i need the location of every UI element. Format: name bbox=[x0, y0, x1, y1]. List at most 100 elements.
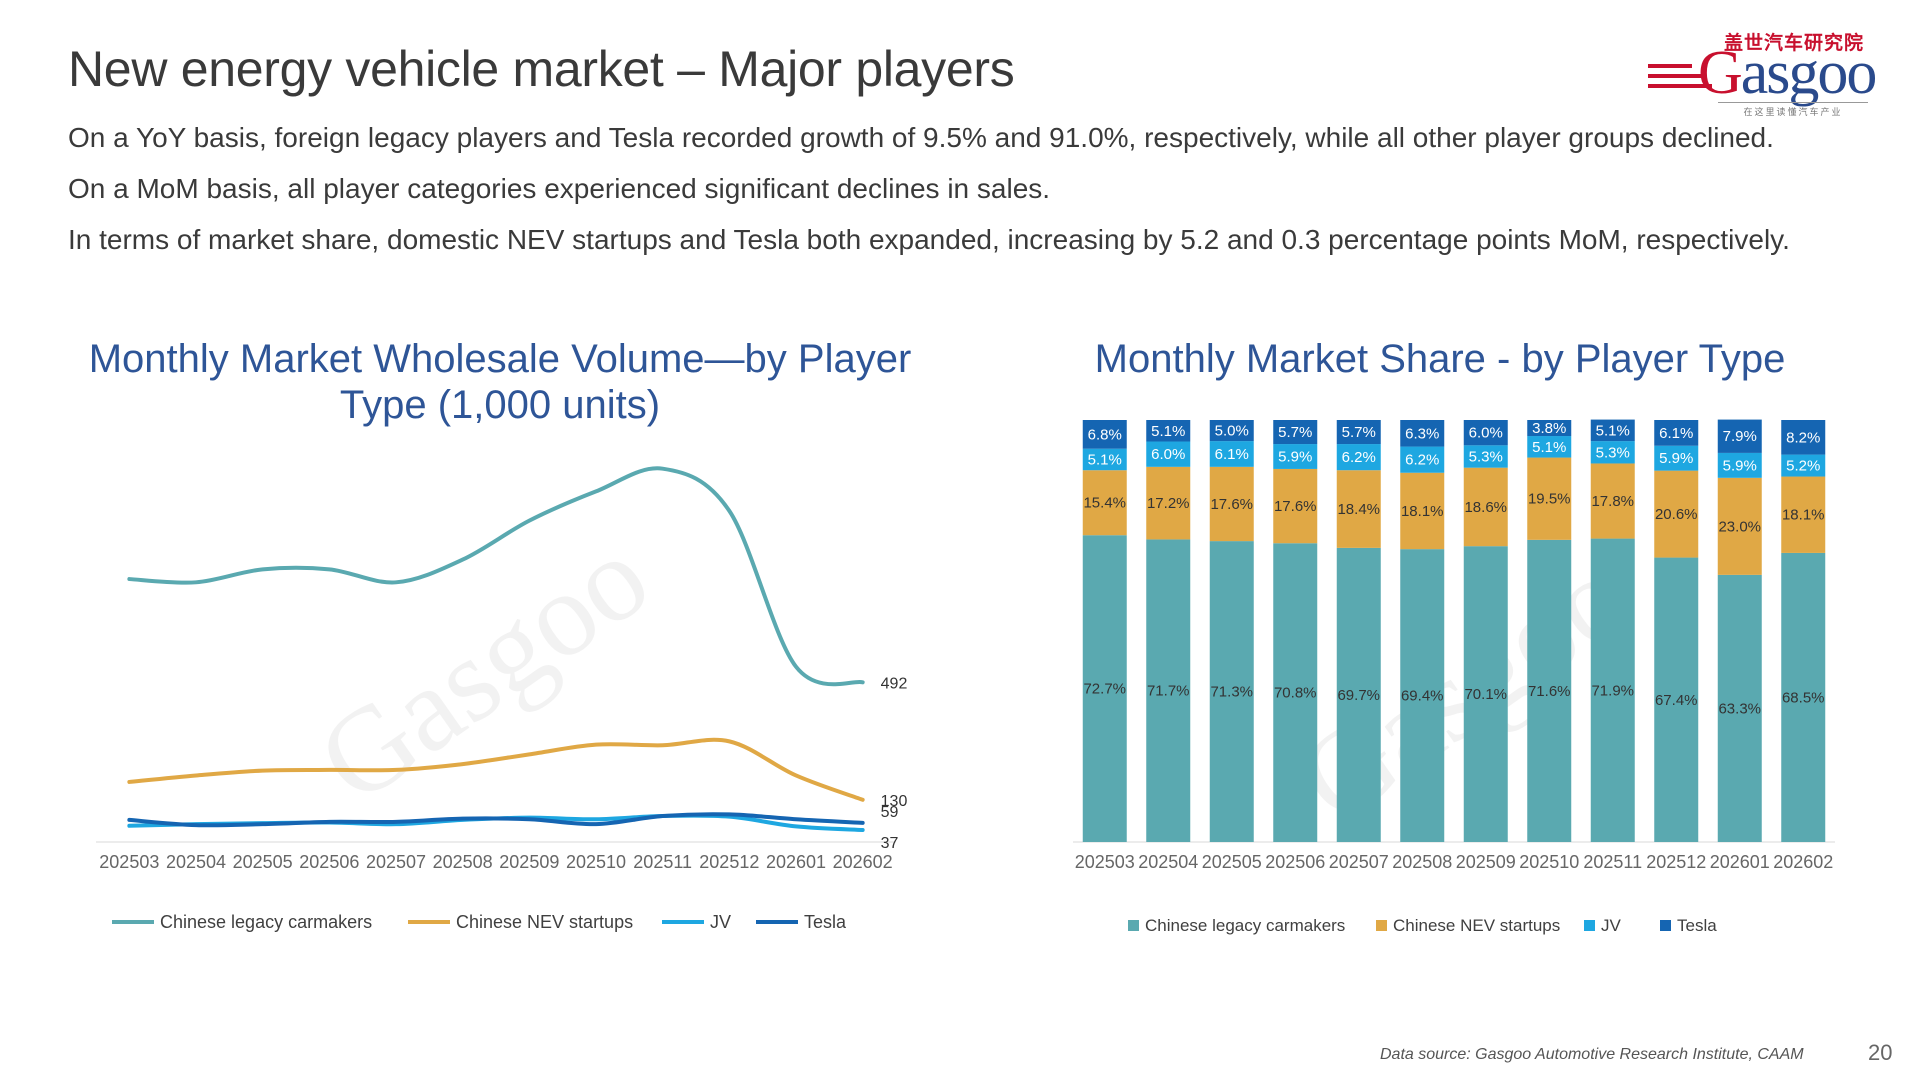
page-title: New energy vehicle market – Major player… bbox=[68, 41, 1015, 97]
line-end-label: 130 bbox=[881, 793, 908, 810]
bar-data-label: 18.4% bbox=[1337, 501, 1380, 518]
bar-segment-jv bbox=[1209, 441, 1254, 467]
bar-segment-tesla bbox=[1146, 420, 1191, 442]
line-x-tick-label: 202505 bbox=[233, 852, 293, 872]
bar-data-label: 67.4% bbox=[1655, 692, 1698, 709]
gasgoo-logo: 盖世汽车研究院 Gasgoo 在这里读懂汽车产业 bbox=[1640, 26, 1880, 118]
page-number: 20 bbox=[1868, 1040, 1893, 1065]
bar-x-tick-label: 202504 bbox=[1138, 852, 1198, 872]
line-chart-title: Monthly Market Wholesale Volume—by Playe… bbox=[88, 337, 912, 427]
line-x-tick-label: 202508 bbox=[433, 852, 493, 872]
bar-data-label: 5.1% bbox=[1151, 423, 1185, 440]
bar-data-label: 69.7% bbox=[1337, 687, 1380, 704]
bar-data-label: 63.3% bbox=[1718, 700, 1761, 717]
bar-data-label: 6.2% bbox=[1342, 449, 1376, 466]
legend-line-label: Chinese legacy carmakers bbox=[160, 912, 372, 932]
bar-segment-chinese-nev-startups bbox=[1082, 470, 1127, 536]
bar-segment-chinese-legacy-carmakers bbox=[1082, 535, 1127, 842]
bar-data-label: 18.1% bbox=[1782, 507, 1825, 524]
line-end-label: 492 bbox=[881, 675, 908, 692]
legend-line-label: Chinese NEV startups bbox=[456, 912, 633, 932]
bar-data-label: 71.9% bbox=[1591, 682, 1634, 699]
bar-segment-chinese-legacy-carmakers bbox=[1336, 547, 1381, 842]
bar-data-label: 5.1% bbox=[1532, 439, 1566, 456]
legend-line-label: JV bbox=[710, 912, 731, 932]
bar-segment-chinese-legacy-carmakers bbox=[1463, 546, 1508, 842]
bar-data-label: 71.7% bbox=[1147, 683, 1190, 700]
bar-data-label: 17.6% bbox=[1210, 496, 1253, 513]
bar-segment-jv bbox=[1146, 441, 1191, 467]
bar-segment-chinese-nev-startups bbox=[1590, 463, 1635, 539]
line-x-tick-label: 202503 bbox=[99, 852, 159, 872]
bar-x-tick-label: 202511 bbox=[1583, 852, 1642, 872]
line-x-tick-label: 202506 bbox=[299, 852, 359, 872]
logo-stripe bbox=[1648, 84, 1712, 88]
bar-segment-tesla bbox=[1654, 420, 1699, 446]
legend-bar-label: Chinese NEV startups bbox=[1393, 916, 1560, 935]
bar-x-tick-label: 202508 bbox=[1392, 852, 1452, 872]
bar-data-label: 5.9% bbox=[1723, 457, 1757, 474]
bar-x-tick-label: 202510 bbox=[1519, 852, 1579, 872]
legend-bar-label: Tesla bbox=[1677, 916, 1717, 935]
bar-segment-chinese-nev-startups bbox=[1717, 477, 1762, 575]
bar-chart-title: Monthly Market Share - by Player Type bbox=[1094, 337, 1786, 381]
logo-wordmark: Gasgoo bbox=[1698, 38, 1878, 109]
bar-data-label: 5.2% bbox=[1786, 458, 1820, 475]
bar-x-tick-label: 202507 bbox=[1329, 852, 1389, 872]
line-end-label: 59 bbox=[881, 804, 899, 821]
line-x-tick-label: 202507 bbox=[366, 852, 426, 872]
line-x-tick-label: 202601 bbox=[766, 852, 826, 872]
bullet-share: In terms of market share, domestic NEV s… bbox=[68, 224, 1790, 255]
bar-segment-jv bbox=[1082, 448, 1127, 471]
bar-segment-chinese-nev-startups bbox=[1654, 470, 1699, 558]
bar-data-label: 18.1% bbox=[1401, 503, 1444, 520]
bar-data-label: 70.8% bbox=[1274, 685, 1317, 702]
bar-x-tick-label: 202512 bbox=[1646, 852, 1706, 872]
bar-data-label: 72.7% bbox=[1083, 681, 1126, 698]
logo-word-rest: asgoo bbox=[1740, 39, 1878, 107]
bar-segment-chinese-nev-startups bbox=[1463, 467, 1508, 547]
bar-data-label: 8.2% bbox=[1786, 429, 1820, 446]
bar-data-label: 6.8% bbox=[1088, 426, 1122, 443]
bar-segment-tesla bbox=[1400, 420, 1445, 447]
line-x-tick-label: 202511 bbox=[633, 852, 692, 872]
bar-x-tick-label: 202505 bbox=[1202, 852, 1262, 872]
bar-data-label: 18.6% bbox=[1464, 499, 1507, 516]
bar-segment-chinese-legacy-carmakers bbox=[1717, 574, 1762, 842]
logo-chinese-text: 盖世汽车研究院 bbox=[1723, 33, 1864, 54]
bar-segment-jv bbox=[1336, 444, 1381, 471]
summary-bullets: On a YoY basis, foreign legacy players a… bbox=[68, 112, 1868, 265]
bar-data-label: 17.6% bbox=[1274, 498, 1317, 515]
bar-data-label: 6.3% bbox=[1405, 425, 1439, 442]
legend-bar-label: JV bbox=[1601, 916, 1622, 935]
bar-data-label: 6.1% bbox=[1659, 425, 1693, 442]
bar-data-label: 71.6% bbox=[1528, 683, 1571, 700]
bar-x-tick-label: 202506 bbox=[1265, 852, 1325, 872]
bar-segment-chinese-legacy-carmakers bbox=[1400, 549, 1445, 842]
bar-data-label: 5.0% bbox=[1215, 423, 1249, 440]
legend-bar-swatch bbox=[1660, 920, 1671, 931]
bar-data-label: 5.9% bbox=[1659, 450, 1693, 467]
bar-data-label: 6.0% bbox=[1469, 425, 1503, 442]
bar-segment-tesla bbox=[1273, 420, 1318, 445]
bar-x-tick-label: 202503 bbox=[1075, 852, 1135, 872]
bar-segment-jv bbox=[1717, 452, 1762, 478]
bar-segment-chinese-nev-startups bbox=[1273, 468, 1318, 544]
bar-data-label: 7.9% bbox=[1723, 428, 1757, 445]
line-series-chinese-nev-startups bbox=[127, 737, 865, 802]
bullet-yoy: On a YoY basis, foreign legacy players a… bbox=[68, 122, 1774, 153]
bar-data-label: 5.7% bbox=[1342, 424, 1376, 441]
bar-x-tick-label: 202601 bbox=[1710, 852, 1770, 872]
line-end-label: 37 bbox=[881, 835, 899, 852]
bar-segment-tesla bbox=[1527, 420, 1572, 437]
bar-segment-tesla bbox=[1590, 419, 1635, 442]
bar-segment-tesla bbox=[1781, 420, 1826, 455]
bar-segment-chinese-nev-startups bbox=[1209, 466, 1254, 542]
bar-data-label: 68.5% bbox=[1782, 689, 1825, 706]
bar-data-label: 5.1% bbox=[1088, 451, 1122, 468]
bar-segment-jv bbox=[1654, 445, 1699, 471]
bar-segment-jv bbox=[1590, 441, 1635, 464]
logo-stripe bbox=[1648, 64, 1692, 68]
line-x-tick-label: 202512 bbox=[699, 852, 759, 872]
